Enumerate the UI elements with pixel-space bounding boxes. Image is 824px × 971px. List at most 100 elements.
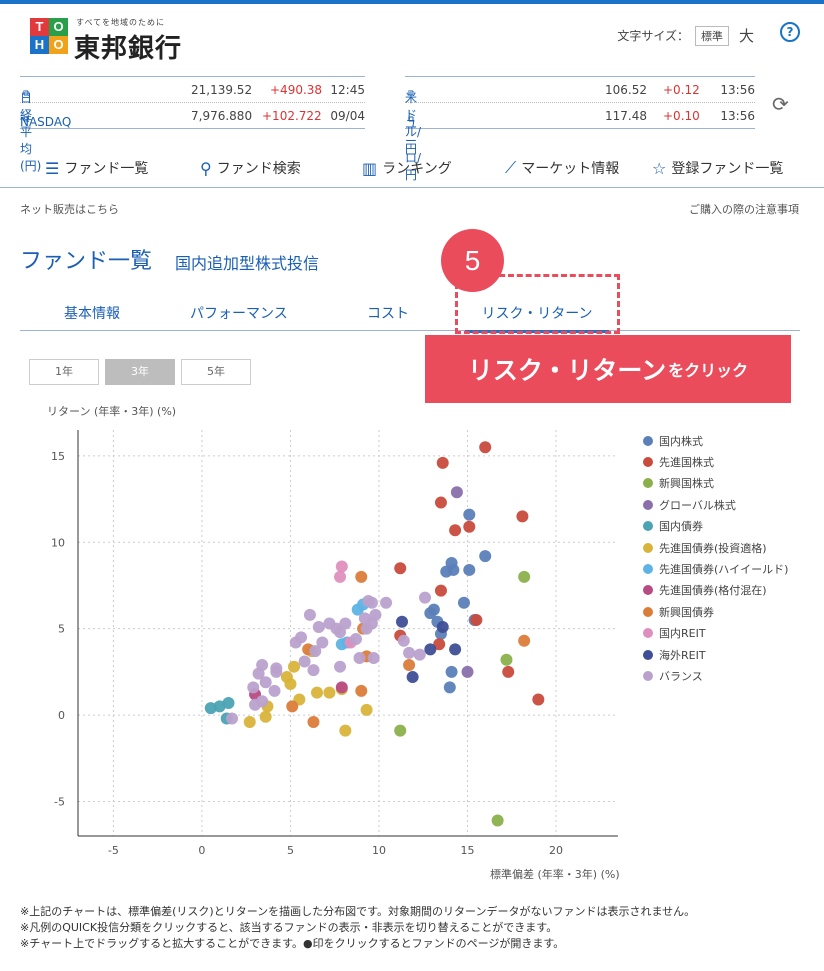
online-sales-link[interactable]: ネット販売はこちら xyxy=(20,203,119,216)
fund-point[interactable] xyxy=(369,608,382,621)
legend-item[interactable]: 新興国債券 xyxy=(643,601,788,622)
fund-point[interactable] xyxy=(307,664,320,677)
fund-point[interactable] xyxy=(365,596,378,609)
fund-point[interactable] xyxy=(463,508,476,521)
fund-point[interactable] xyxy=(339,617,352,630)
legend-item[interactable]: 先進国債券(格付混在) xyxy=(643,580,788,601)
fund-point[interactable] xyxy=(222,696,235,709)
legend-item[interactable]: 国内債券 xyxy=(643,516,788,537)
fund-point[interactable] xyxy=(286,700,299,713)
fund-point[interactable] xyxy=(479,550,492,563)
fund-point[interactable] xyxy=(450,486,463,499)
fund-point[interactable] xyxy=(518,634,531,647)
fund-point[interactable] xyxy=(403,658,416,671)
fund-point[interactable] xyxy=(449,524,462,537)
fund-point[interactable] xyxy=(502,665,515,678)
fund-point[interactable] xyxy=(270,665,283,678)
fund-point[interactable] xyxy=(303,608,316,621)
period-3y-button[interactable]: 3年 xyxy=(105,359,175,385)
refresh-icon[interactable]: ⟳ xyxy=(772,92,789,116)
fund-point[interactable] xyxy=(360,703,373,716)
fund-point[interactable] xyxy=(367,652,380,665)
fund-point[interactable] xyxy=(479,441,492,454)
nav-ranking[interactable]: ▥ ランキング xyxy=(362,158,452,178)
legend-item[interactable]: 先進国株式 xyxy=(643,451,788,472)
fund-point[interactable] xyxy=(403,646,416,659)
fund-point[interactable] xyxy=(394,562,407,575)
nav-fund-list[interactable]: ☰ ファンド一覧 xyxy=(45,158,148,178)
fund-point[interactable] xyxy=(443,681,456,694)
fund-point[interactable] xyxy=(288,660,300,673)
tab-performance[interactable]: パフォーマンス xyxy=(190,306,288,322)
fund-point[interactable] xyxy=(252,667,265,680)
fund-point[interactable] xyxy=(518,570,531,583)
fund-point[interactable] xyxy=(259,710,272,723)
legend-item[interactable]: 先進国債券(ハイイールド) xyxy=(643,558,788,579)
legend-item[interactable]: 海外REIT xyxy=(643,644,788,665)
font-size-large-button[interactable]: 大 xyxy=(738,27,754,45)
fund-point[interactable] xyxy=(424,643,437,656)
fund-point[interactable] xyxy=(268,684,281,697)
fund-point[interactable] xyxy=(295,631,308,644)
purchase-notes-link[interactable]: ご購入の際の注意事項 xyxy=(689,203,799,216)
fund-point[interactable] xyxy=(445,665,458,678)
fund-point[interactable] xyxy=(256,695,269,708)
fund-point[interactable] xyxy=(419,591,432,604)
fund-point[interactable] xyxy=(335,560,348,573)
legend-item[interactable]: 国内株式 xyxy=(643,430,788,451)
fund-point[interactable] xyxy=(445,557,458,570)
nav-registered-funds[interactable]: ☆ 登録ファンド一覧 xyxy=(652,158,783,178)
legend-item[interactable]: 国内REIT xyxy=(643,623,788,644)
tab-cost[interactable]: コスト xyxy=(367,306,409,322)
bank-logo-icon[interactable]: T O H O xyxy=(30,18,68,54)
bank-name[interactable]: 東邦銀行 xyxy=(74,34,183,64)
fund-point[interactable] xyxy=(463,520,476,533)
fund-point[interactable] xyxy=(309,645,322,658)
fund-point[interactable] xyxy=(358,612,371,625)
period-5y-button[interactable]: 5年 xyxy=(181,359,251,385)
fund-point[interactable] xyxy=(413,648,426,661)
fund-point[interactable] xyxy=(355,684,368,697)
fund-point[interactable] xyxy=(339,724,352,737)
fund-point[interactable] xyxy=(307,715,320,728)
fund-point[interactable] xyxy=(436,456,449,469)
fund-point[interactable] xyxy=(434,584,447,597)
font-size-standard-button[interactable]: 標準 xyxy=(694,25,729,46)
help-icon[interactable]: ? xyxy=(780,22,800,42)
fund-point[interactable] xyxy=(532,693,545,706)
fund-point[interactable] xyxy=(457,596,470,609)
fund-point[interactable] xyxy=(396,615,408,628)
fund-point[interactable] xyxy=(355,570,368,583)
nav-market-info[interactable]: ⟋ マーケット情報 xyxy=(505,158,619,178)
legend-item[interactable]: 新興国株式 xyxy=(643,473,788,494)
nav-fund-search[interactable]: ⚲ ファンド検索 xyxy=(200,158,301,178)
fund-point[interactable] xyxy=(470,614,483,627)
fund-point[interactable] xyxy=(284,677,297,690)
fund-point[interactable] xyxy=(226,712,239,725)
fund-point[interactable] xyxy=(334,570,347,583)
fund-point[interactable] xyxy=(397,634,410,647)
fund-point[interactable] xyxy=(434,496,447,509)
fund-point[interactable] xyxy=(312,620,325,633)
fund-point[interactable] xyxy=(436,620,449,633)
fund-point[interactable] xyxy=(334,626,347,639)
fund-point[interactable] xyxy=(516,510,529,523)
legend-item[interactable]: バランス xyxy=(643,665,788,686)
fund-point[interactable] xyxy=(349,633,362,646)
fund-point[interactable] xyxy=(247,681,260,694)
fund-point[interactable] xyxy=(335,681,348,694)
fund-point[interactable] xyxy=(243,715,256,728)
legend-item[interactable]: グローバル株式 xyxy=(643,494,788,515)
fund-point[interactable] xyxy=(500,653,513,666)
fund-point[interactable] xyxy=(360,622,373,635)
period-1y-button[interactable]: 1年 xyxy=(29,359,99,385)
fund-point[interactable] xyxy=(334,660,347,673)
legend-item[interactable]: 先進国債券(投資適格) xyxy=(643,537,788,558)
fund-point[interactable] xyxy=(449,643,462,656)
fund-point[interactable] xyxy=(323,686,336,699)
fund-point[interactable] xyxy=(424,607,437,620)
fund-point[interactable] xyxy=(406,671,419,684)
fund-point[interactable] xyxy=(316,636,329,649)
tab-basic-info[interactable]: 基本情報 xyxy=(64,306,120,322)
